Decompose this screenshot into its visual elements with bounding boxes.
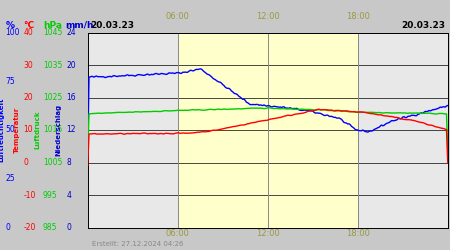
Text: 0: 0: [23, 158, 28, 167]
Text: hPa: hPa: [43, 21, 62, 30]
Text: Luftdruck: Luftdruck: [34, 111, 40, 149]
Text: Erstellt: 27.12.2024 04:26: Erstellt: 27.12.2024 04:26: [92, 242, 184, 248]
Text: mm/h: mm/h: [65, 21, 94, 30]
Text: 06:00: 06:00: [166, 12, 190, 21]
Text: 50: 50: [5, 126, 15, 134]
Bar: [178, 32, 358, 228]
Text: Niederschlag: Niederschlag: [55, 104, 62, 156]
Text: 20: 20: [23, 93, 33, 102]
Text: 40: 40: [23, 28, 33, 37]
Text: 75: 75: [5, 77, 15, 86]
Text: 25: 25: [5, 174, 15, 183]
Text: 18:00: 18:00: [346, 12, 370, 21]
Text: 1025: 1025: [43, 93, 62, 102]
Text: 12: 12: [67, 126, 76, 134]
Text: 985: 985: [43, 223, 57, 232]
Text: 20.03.23: 20.03.23: [401, 21, 446, 30]
Text: 995: 995: [43, 190, 58, 200]
Text: 16: 16: [67, 93, 76, 102]
Text: 0: 0: [5, 223, 10, 232]
Text: -20: -20: [23, 223, 36, 232]
Text: 1005: 1005: [43, 158, 62, 167]
Text: 30: 30: [23, 60, 33, 70]
Text: 4: 4: [67, 190, 72, 200]
Text: Temperatur: Temperatur: [14, 107, 20, 153]
Text: 12:00: 12:00: [256, 12, 279, 21]
Text: 20.03.23: 20.03.23: [90, 21, 134, 30]
Text: 20: 20: [67, 60, 76, 70]
Text: %: %: [5, 21, 14, 30]
Text: -10: -10: [23, 190, 36, 200]
Text: 1035: 1035: [43, 60, 62, 70]
Text: 1015: 1015: [43, 126, 62, 134]
Text: °C: °C: [23, 21, 35, 30]
Text: 10: 10: [23, 126, 33, 134]
Text: 100: 100: [5, 28, 20, 37]
Text: 0: 0: [67, 223, 72, 232]
Text: Luftfeuchtigkeit: Luftfeuchtigkeit: [0, 98, 4, 162]
Text: 8: 8: [67, 158, 72, 167]
Text: 24: 24: [67, 28, 76, 37]
Text: 1045: 1045: [43, 28, 62, 37]
